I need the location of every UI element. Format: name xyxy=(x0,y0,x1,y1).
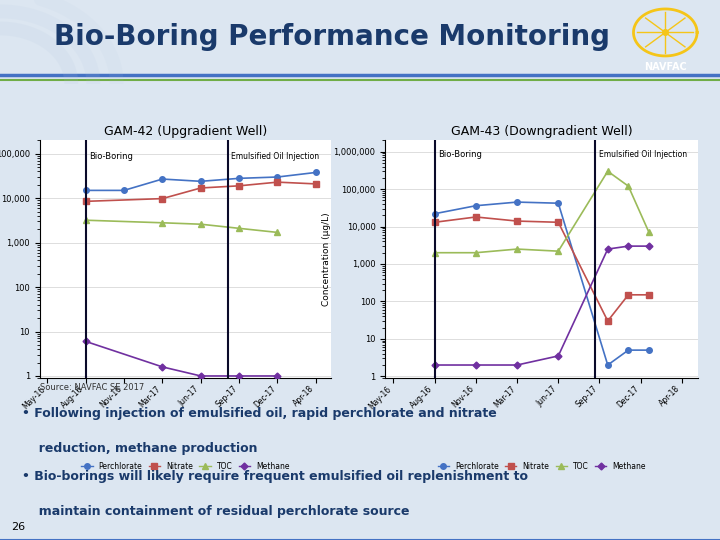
Text: maintain containment of residual perchlorate source: maintain containment of residual perchlo… xyxy=(30,505,410,518)
Text: 26: 26 xyxy=(11,522,25,532)
Text: Emulsified Oil Injection: Emulsified Oil Injection xyxy=(230,152,319,161)
Text: Emulsified Oil Injection: Emulsified Oil Injection xyxy=(598,150,687,159)
Text: • Following injection of emulsified oil, rapid perchlorate and nitrate: • Following injection of emulsified oil,… xyxy=(22,407,496,420)
Legend: Perchlorate, Nitrate, TOC, Methane: Perchlorate, Nitrate, TOC, Methane xyxy=(78,459,293,474)
Title: GAM-42 (Upgradient Well): GAM-42 (Upgradient Well) xyxy=(104,125,267,138)
Text: Bio-Boring: Bio-Boring xyxy=(89,152,132,161)
Text: Bio-Boring: Bio-Boring xyxy=(438,150,482,159)
Text: Bio-Boring Performance Monitoring: Bio-Boring Performance Monitoring xyxy=(54,23,610,51)
Y-axis label: Concentration (µg/L): Concentration (µg/L) xyxy=(322,212,330,306)
Legend: Perchlorate, Nitrate, TOC, Methane: Perchlorate, Nitrate, TOC, Methane xyxy=(434,459,649,474)
Text: NAVFAC: NAVFAC xyxy=(644,62,687,72)
Text: Source: NAVFAC SE 2017: Source: NAVFAC SE 2017 xyxy=(40,383,144,393)
Title: GAM-43 (Downgradient Well): GAM-43 (Downgradient Well) xyxy=(451,125,633,138)
Text: reduction, methane production: reduction, methane production xyxy=(30,442,258,455)
Text: • Bio-borings will likely require frequent emulsified oil replenishment to: • Bio-borings will likely require freque… xyxy=(22,470,528,483)
